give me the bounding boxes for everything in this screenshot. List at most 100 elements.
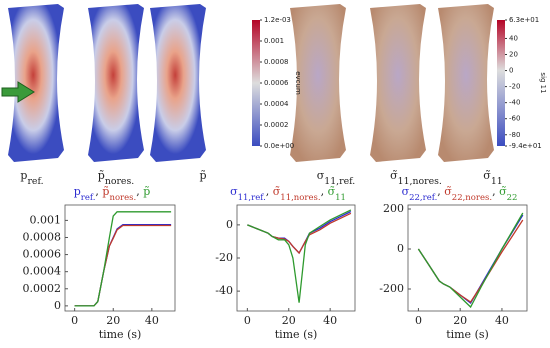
colorbar-tick-label: 40 [509,34,518,42]
series-line [74,211,172,307]
x-tick-label: 20 [106,314,120,327]
colorbar-tick-label: 6.3e+01 [509,16,539,24]
series-line [74,224,172,307]
colorbar-tick-label: -20 [509,83,520,91]
x-tick-label: 40 [145,314,159,327]
label-sub: 11 [491,176,503,187]
y-tick-label: 0.0004 [23,265,62,278]
colorbar-tick-label: -80 [509,131,520,139]
panel-label: σ11,ref. [317,169,355,187]
legend-entry: σ̃ [328,185,336,198]
x-tick-label: 0 [415,314,422,327]
label-main: σ [317,169,325,182]
panel-label: pref. [20,169,43,187]
panel-label: σ̃11,nores. [390,169,442,187]
legend-entry: σ [402,185,410,198]
colorbar-tick-label: 0 [509,67,513,75]
label-main: σ̃ [390,169,398,182]
x-tick-label: 40 [323,314,337,327]
x-axis-label: time (s) [446,328,489,341]
legend-separator: , [437,185,444,198]
legend-separator: , [321,185,328,198]
specimen [438,4,494,162]
x-tick-label: 0 [71,314,78,327]
legend-entry: σ̃ [273,185,281,198]
specimen [8,4,64,162]
legend-entry: σ̃ [499,185,507,198]
y-tick-label: 200 [383,202,404,215]
legend-entry-sub: 11,ref. [238,193,266,203]
x-axis-label: time (s) [99,328,142,341]
series-line [417,219,524,303]
legend: σ22,ref., σ̃22,nores., σ̃22 [402,185,518,203]
legend-entry-sub: 22 [507,193,518,203]
label-sub: nores. [105,176,134,187]
y-tick-label: 0.0008 [23,230,62,243]
plot-frame [64,204,176,312]
legend-entry-sub: 11 [335,193,346,203]
series-line [417,214,524,304]
plot-frame [407,204,528,312]
specimen [370,4,426,162]
colorbar-tick-label: 0.0002 [264,121,289,129]
line-chart: -200 0 200 0 20 40 time (s) σ22,ref., σ̃ 22,nore… [379,185,528,341]
specimen [88,4,144,162]
x-tick-label: 20 [453,314,467,327]
legend-entry-sub: 11,nores. [280,193,320,203]
legend-entry-sub: nores. [109,193,136,203]
colorbar-title: evcum [294,71,302,95]
colorbar-tick-label: 0.0008 [264,58,289,66]
colorbar-title: sig 11 [539,72,547,93]
colorbar-tick-label: 0.0004 [264,100,289,108]
colorbar-tick-label: 0.0e+00 [264,142,294,150]
y-tick-label: 0.0002 [23,282,62,295]
series-line [74,224,172,307]
legend-separator: , [136,185,143,198]
x-tick-label: 40 [495,314,509,327]
legend-entry-sub: 22,nores. [452,193,492,203]
legend: σ11,ref., σ̃11,nores., σ̃11 [230,185,346,203]
colorbar-tick-label: 0.001 [264,37,284,45]
colorbar: 6.3e+01 40 20 0 -20 -40 -60 -80 -9.4e+01 sig 11 [497,16,547,150]
legend-separator: , [95,185,102,198]
panel-label: σ̃11 [483,169,502,187]
label-main: p [20,169,27,182]
panel-label: p̃nores. [98,169,134,187]
label-main: p̃ [199,169,206,182]
legend-separator: , [492,185,499,198]
legend-entry: p̃ [102,185,109,198]
y-tick-label: -20 [215,251,233,264]
legend-entry: σ [230,185,238,198]
label-main: p̃ [98,169,105,182]
colorbar-tick-label: 0.0006 [264,79,289,87]
x-tick-label: 20 [282,314,296,327]
label-sub: 11,ref. [324,176,355,187]
legend-entry-sub: ref. [81,193,96,203]
series-line [417,212,524,309]
y-tick-label: 0 [226,218,233,231]
y-tick-label: -200 [379,282,404,295]
colorbar-tick-label: -60 [509,115,520,123]
x-axis-label: time (s) [275,328,318,341]
y-tick-label: 0.001 [30,213,62,226]
panel-label: p̃ [199,169,206,182]
y-tick-label: 0.0006 [23,248,62,261]
specimens [1,4,494,162]
colorbar-scale [252,20,260,146]
legend-entry-sub: 22,ref. [409,193,437,203]
label-sub: 11,nores. [398,176,442,187]
legend: pref., p̃nores., p̃ [74,185,151,203]
colorbar-tick-label: -40 [509,99,520,107]
y-tick-label: 0 [397,242,404,255]
legend-separator: , [266,185,273,198]
colorbar-scale [497,20,505,146]
y-tick-label: -40 [215,284,233,297]
legend-entry: p [74,185,81,198]
label-sub: ref. [27,176,43,187]
x-tick-label: 0 [244,314,251,327]
plot-frame [236,204,356,312]
